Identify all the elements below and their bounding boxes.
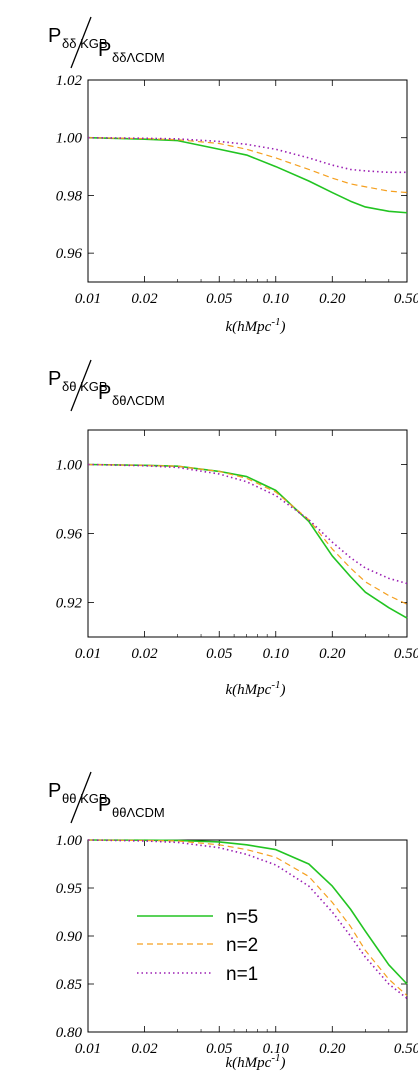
y-tick-label: 1.00 [56, 131, 83, 147]
y-label-num-main: P [48, 368, 61, 390]
y-label-den-main: P [98, 794, 111, 816]
y-label-den-sub: δθΛCDM [112, 393, 165, 408]
y-label-slash [70, 359, 92, 412]
x-tick-label: 0.02 [131, 646, 158, 662]
x-tick-label: 0.02 [131, 291, 158, 307]
x-tick-label: 0.20 [319, 1041, 346, 1057]
x-tick-label: 0.10 [263, 1041, 290, 1057]
x-axis-title: k(hMpc-1) [226, 316, 286, 335]
y-tick-label: 0.96 [56, 246, 83, 262]
y-label-den-sub: δδΛCDM [112, 50, 165, 65]
series-line-n=2 [87, 137, 408, 194]
y-tick-label: 0.90 [56, 929, 83, 945]
series-line-n=1 [87, 463, 408, 585]
y-tick-label: 0.96 [56, 527, 83, 543]
legend-label-n=2: n=2 [226, 935, 258, 956]
x-tick-label: 0.01 [75, 291, 101, 307]
x-tick-label: 0.20 [319, 646, 346, 662]
x-tick-label: 0.01 [75, 646, 101, 662]
series-line-n=2 [87, 839, 408, 996]
y-tick-label: 0.92 [56, 596, 83, 612]
x-tick-label: 0.05 [206, 291, 233, 307]
x-tick-label: 0.50 [394, 291, 418, 307]
y-label-slash [70, 771, 92, 824]
y-label-den-main: P [98, 39, 111, 61]
y-label-num-sub: δθ KGB [62, 379, 108, 394]
y-tick-label: 1.00 [56, 833, 83, 849]
y-label-num-sub: δδ KGB [62, 36, 108, 51]
x-axis-title: k(hMpc-1) [226, 679, 286, 698]
y-tick-label: 1.00 [56, 458, 83, 474]
series-line-n=2 [87, 463, 408, 605]
y-label-den-sub: θθΛCDM [112, 805, 165, 820]
y-label-slash [70, 16, 92, 69]
y-label-num-main: P [48, 25, 61, 47]
y-label-num-sub: θθ KGB [62, 791, 108, 806]
y-tick-label: 0.95 [56, 881, 83, 897]
x-tick-label: 0.50 [394, 646, 418, 662]
y-tick-label: 0.98 [56, 188, 83, 204]
legend-label-n=5: n=5 [226, 907, 258, 928]
x-tick-label: 0.05 [206, 646, 233, 662]
plot-frame [87, 429, 408, 638]
x-tick-label: 0.02 [131, 1041, 158, 1057]
x-tick-label: 0.05 [206, 1041, 233, 1057]
series-line-n=5 [87, 463, 408, 619]
y-tick-label: 1.02 [56, 73, 83, 89]
series-line-n=1 [87, 136, 407, 174]
series-line-n=5 [87, 136, 408, 214]
x-axis-title: k(hMpc-1) [226, 1052, 286, 1071]
x-tick-label: 0.10 [263, 646, 290, 662]
y-label-den-main: P [98, 382, 111, 404]
x-tick-label: 0.01 [75, 1041, 101, 1057]
y-tick-label: 0.85 [56, 977, 83, 993]
x-tick-label: 0.50 [394, 1041, 418, 1057]
y-tick-label: 0.80 [56, 1025, 83, 1041]
legend: n=5 n=2 n=1 [137, 907, 258, 985]
plot-frame [87, 79, 408, 283]
y-label-num-main: P [48, 780, 61, 802]
x-tick-label: 0.10 [263, 291, 290, 307]
x-tick-label: 0.20 [319, 291, 346, 307]
legend-label-n=1: n=1 [226, 964, 258, 985]
